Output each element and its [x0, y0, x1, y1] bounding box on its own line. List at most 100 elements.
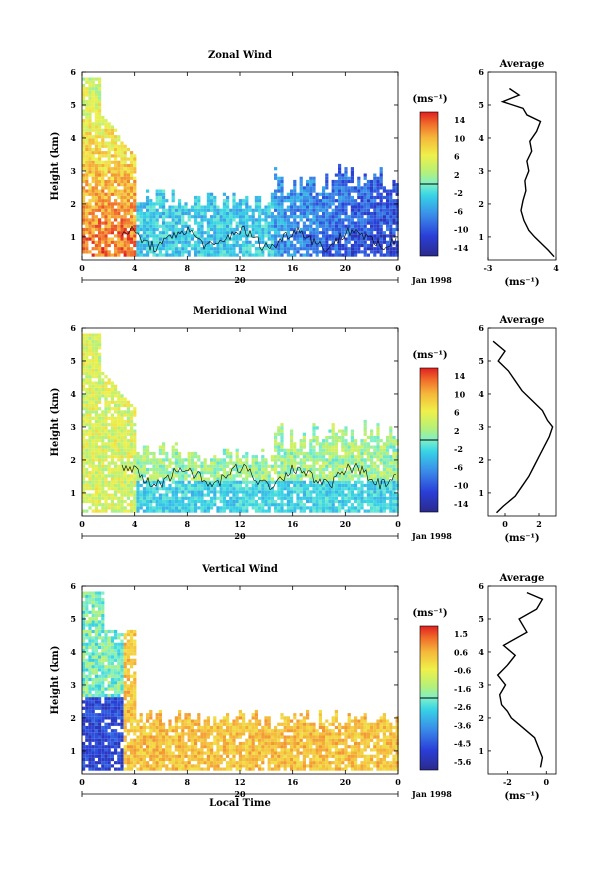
- avg-y-tick-label: 2: [478, 713, 484, 723]
- colorbar-tick-label: 14: [454, 115, 466, 125]
- avg-y-tick-label: 3: [478, 422, 484, 432]
- date-label: Jan 1998: [411, 789, 452, 799]
- panel-title: Vertical Wind: [201, 564, 278, 575]
- colorbar-tick-label: -6: [454, 206, 463, 216]
- contour-line: [121, 462, 397, 491]
- y-axis-label: Height (km): [50, 646, 61, 715]
- avg-y-tick-label: 4: [478, 389, 484, 399]
- x-tick-label: 16: [287, 519, 299, 529]
- colorbar-tick-label: 10: [454, 133, 466, 143]
- colorbar-tick-label: 2: [454, 426, 460, 436]
- y-tick-label: 5: [70, 614, 76, 624]
- colorbar-tick-label: -14: [454, 499, 469, 509]
- x-tick-label: 8: [185, 263, 191, 273]
- avg-x-axis-label: (ms⁻¹): [504, 277, 539, 288]
- avg-x-tick-label: 4: [553, 263, 559, 273]
- colorbar-tick-label: 14: [454, 371, 466, 381]
- y-tick-label: 6: [70, 67, 76, 77]
- colorbar-tick-label: -2.6: [454, 702, 472, 712]
- x-tick-label: 20: [340, 777, 352, 787]
- avg-x-tick-label: 0: [502, 519, 508, 529]
- average-title: Average: [499, 315, 545, 326]
- y-tick-label: 1: [70, 488, 76, 498]
- colorbar-tick-label: 10: [454, 389, 466, 399]
- colorbar-tick-label: -2: [454, 188, 463, 198]
- colorbar-tick-label: -14: [454, 243, 469, 253]
- heatmap-cells: [82, 591, 399, 771]
- x-tick-label: 12: [234, 519, 245, 529]
- y-tick-label: 4: [70, 389, 76, 399]
- colorbar-tick-label: 1.5: [454, 629, 468, 639]
- x-tick-label: 0: [79, 519, 85, 529]
- x-tick-label: 4: [132, 777, 138, 787]
- x-tick-label: 16: [287, 263, 299, 273]
- y-tick-label: 5: [70, 356, 76, 366]
- x-tick-label: 0: [79, 263, 85, 273]
- avg-y-tick-label: 2: [478, 455, 484, 465]
- colorbar-tick-label: 6: [454, 408, 460, 418]
- average-profile-line: [496, 591, 544, 768]
- avg-x-axis-label: (ms⁻¹): [504, 791, 539, 802]
- y-tick-label: 6: [70, 323, 76, 333]
- date-label: Jan 1998: [411, 275, 452, 285]
- y-tick-label: 4: [70, 647, 76, 657]
- colorbar-tick-label: -4.5: [454, 739, 471, 749]
- average-title: Average: [499, 573, 545, 584]
- day-label: 20: [234, 275, 246, 285]
- avg-y-tick-label: 5: [478, 356, 484, 366]
- colorbar-tick-label: 0.6: [454, 647, 468, 657]
- avg-y-tick-label: 5: [478, 100, 484, 110]
- y-tick-label: 2: [70, 713, 76, 723]
- average-title: Average: [499, 59, 545, 70]
- avg-y-tick-label: 5: [478, 614, 484, 624]
- x-tick-label: 4: [132, 263, 138, 273]
- y-tick-label: 1: [70, 746, 76, 756]
- contour-line: [121, 225, 397, 253]
- average-profile-line: [500, 87, 555, 258]
- x-tick-label: 8: [185, 519, 191, 529]
- colorbar-unit: (ms⁻¹): [412, 608, 447, 619]
- avg-x-tick-label: -2: [503, 777, 512, 787]
- y-tick-label: 1: [70, 232, 76, 242]
- average-frame: [487, 585, 557, 775]
- y-tick-label: 2: [70, 455, 76, 465]
- avg-y-tick-label: 6: [478, 67, 484, 77]
- x-tick-label: 4: [132, 519, 138, 529]
- average-profile-line: [492, 340, 554, 514]
- y-tick-label: 3: [70, 422, 76, 432]
- x-tick-label: 0: [395, 519, 401, 529]
- x-tick-label: 0: [395, 263, 401, 273]
- heatmap-cells: [82, 333, 399, 513]
- panel-title: Zonal Wind: [208, 50, 272, 61]
- avg-y-tick-label: 1: [478, 232, 484, 242]
- y-tick-label: 3: [70, 166, 76, 176]
- colorbar-tick-label: -6: [454, 462, 463, 472]
- y-axis-label: Height (km): [50, 388, 61, 457]
- avg-y-tick-label: 3: [478, 166, 484, 176]
- x-tick-label: 12: [234, 777, 245, 787]
- colorbar-unit: (ms⁻¹): [412, 350, 447, 361]
- colorbar-tick-label: -5.6: [454, 757, 472, 767]
- average-frame: [487, 327, 557, 517]
- day-label: 20: [234, 531, 246, 541]
- colorbar-tick-label: -10: [454, 481, 469, 491]
- x-tick-label: 0: [395, 777, 401, 787]
- y-tick-label: 5: [70, 100, 76, 110]
- avg-x-axis-label: (ms⁻¹): [504, 533, 539, 544]
- avg-y-tick-label: 6: [478, 581, 484, 591]
- avg-x-tick-label: 0: [543, 777, 549, 787]
- avg-y-tick-label: 4: [478, 647, 484, 657]
- x-tick-label: 8: [185, 777, 191, 787]
- y-tick-label: 3: [70, 680, 76, 690]
- colorbar-tick-label: -2: [454, 444, 463, 454]
- y-tick-label: 6: [70, 581, 76, 591]
- x-tick-label: 20: [340, 519, 352, 529]
- avg-y-tick-label: 2: [478, 199, 484, 209]
- avg-y-tick-label: 4: [478, 133, 484, 143]
- day-label: 20: [234, 789, 246, 799]
- x-tick-label: 16: [287, 777, 299, 787]
